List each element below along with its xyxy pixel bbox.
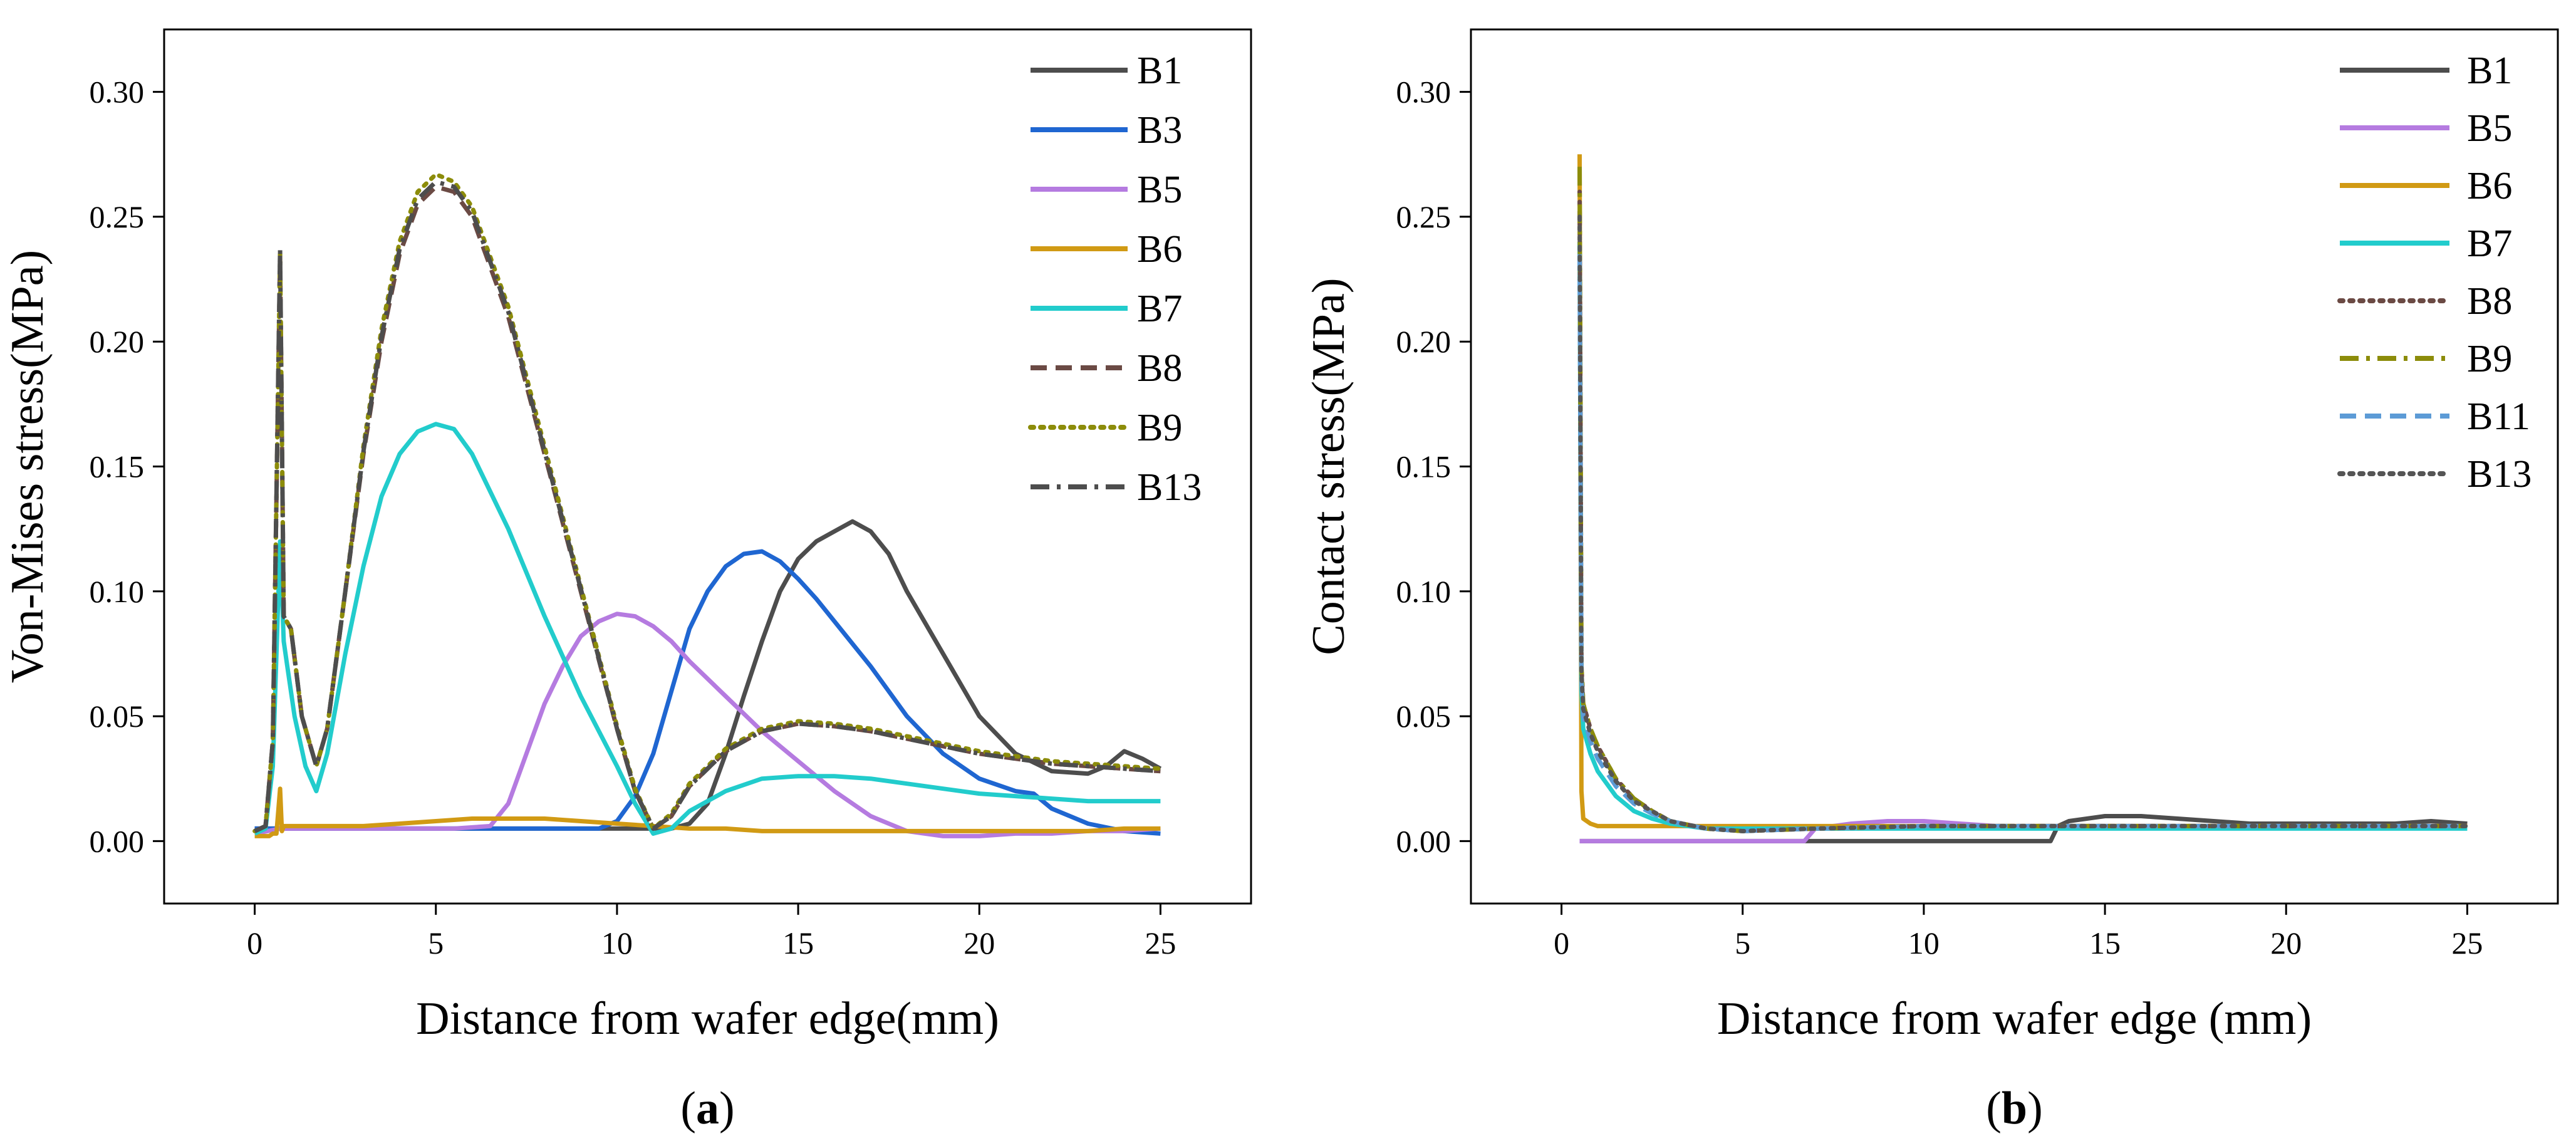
legend-label-b5: B5 xyxy=(1137,169,1182,211)
legend-label-b5: B5 xyxy=(2467,107,2512,150)
legend: B1 B5 B6 B7 B8 B9 B11 B13 xyxy=(2337,49,2532,496)
legend-label-b13: B13 xyxy=(2467,453,2532,496)
x-axis-title: Distance from wafer edge (mm) xyxy=(1717,993,2312,1045)
panel-label: (a) xyxy=(680,1083,734,1134)
x-tick-label: 10 xyxy=(1908,925,1940,961)
series-line-b7 xyxy=(254,422,1161,836)
x-axis-title: Distance from wafer edge(mm) xyxy=(416,993,999,1045)
series-line-b6 xyxy=(254,786,1161,838)
y-tick-label: 0.05 xyxy=(1396,699,1452,734)
panel-label: (b) xyxy=(1986,1083,2042,1134)
legend-label-b9: B9 xyxy=(1137,407,1182,449)
legend-label-b7: B7 xyxy=(2467,222,2512,265)
plot-frame xyxy=(1470,28,2559,905)
series-line-b8 xyxy=(254,184,1161,833)
legend-label-b1: B1 xyxy=(2467,49,2512,92)
x-tick-label: 15 xyxy=(782,925,814,961)
series-line-b5 xyxy=(254,612,1161,838)
legend-label-b3: B3 xyxy=(1137,109,1182,152)
y-tick-label: 0.20 xyxy=(1396,324,1452,359)
y-tick-label: 0.15 xyxy=(1396,449,1452,484)
x-tick-label: 25 xyxy=(1145,925,1176,961)
chart-panel-a: 0 5 10 15 20 25 0.00 0.05 0.10 0.15 0.20 0.25 0.30 Di… xyxy=(2,28,1252,1134)
series-line-b9 xyxy=(1577,167,2468,833)
y-tick-label: 0.25 xyxy=(90,199,145,234)
legend-label-b11: B11 xyxy=(2467,395,2530,438)
x-tick-label: 5 xyxy=(1735,925,1750,961)
plot-area xyxy=(252,172,1163,838)
legend: B1 B3 B5 B6 B7 B8 B9 B13 xyxy=(1028,49,1202,509)
legend-label-b8: B8 xyxy=(1137,347,1182,390)
x-tick-label: 10 xyxy=(601,925,633,961)
x-tick-label: 20 xyxy=(2270,925,2302,961)
series-line-b3 xyxy=(254,549,1161,836)
series-line-b1 xyxy=(1579,814,2468,843)
legend-label-b9: B9 xyxy=(2467,338,2512,380)
chart-panel-b: 0 5 10 15 20 25 0.00 0.05 0.10 0.15 0.20 0.25 0.30 Di… xyxy=(1303,28,2559,1134)
y-tick-label: 0.30 xyxy=(1396,75,1452,110)
series-line-b6 xyxy=(1577,154,2468,828)
y-axis-title: Contact stress(MPa) xyxy=(1303,278,1354,655)
x-tick-label: 0 xyxy=(1554,925,1569,961)
y-tick-label: 0.15 xyxy=(90,449,145,484)
y-tick-label: 0.25 xyxy=(1396,199,1452,234)
y-tick-label: 0.30 xyxy=(90,75,145,110)
series-line-b8 xyxy=(1577,189,2470,833)
series-line-b13 xyxy=(254,179,1161,833)
legend-label-b6: B6 xyxy=(1137,228,1182,271)
x-tick-label: 20 xyxy=(963,925,995,961)
y-tick-label: 0.00 xyxy=(90,823,145,858)
y-axis-title: Von-Mises stress(MPa) xyxy=(2,250,53,683)
x-tick-label: 0 xyxy=(247,925,262,961)
y-tick-label: 0.10 xyxy=(1396,574,1452,609)
plot-area xyxy=(1577,154,2470,843)
x-tick-label: 15 xyxy=(2089,925,2121,961)
series-line-b7 xyxy=(1577,241,2468,831)
legend-label-b13: B13 xyxy=(1137,466,1202,509)
series-line-b13 xyxy=(1577,214,2470,833)
series-line-b9 xyxy=(252,172,1163,833)
series-line-b1 xyxy=(254,519,1162,831)
x-tick-label: 25 xyxy=(2451,925,2483,961)
legend-label-b1: B1 xyxy=(1137,49,1182,92)
y-tick-label: 0.10 xyxy=(90,574,145,609)
series-line-b11 xyxy=(1577,254,2468,833)
legend-label-b8: B8 xyxy=(2467,280,2512,323)
legend-label-b6: B6 xyxy=(2467,165,2512,207)
y-tick-label: 0.00 xyxy=(1396,823,1452,858)
y-tick-label: 0.20 xyxy=(90,324,145,359)
legend-label-b7: B7 xyxy=(1137,288,1182,330)
y-tick-label: 0.05 xyxy=(90,699,145,734)
x-tick-label: 5 xyxy=(428,925,444,961)
